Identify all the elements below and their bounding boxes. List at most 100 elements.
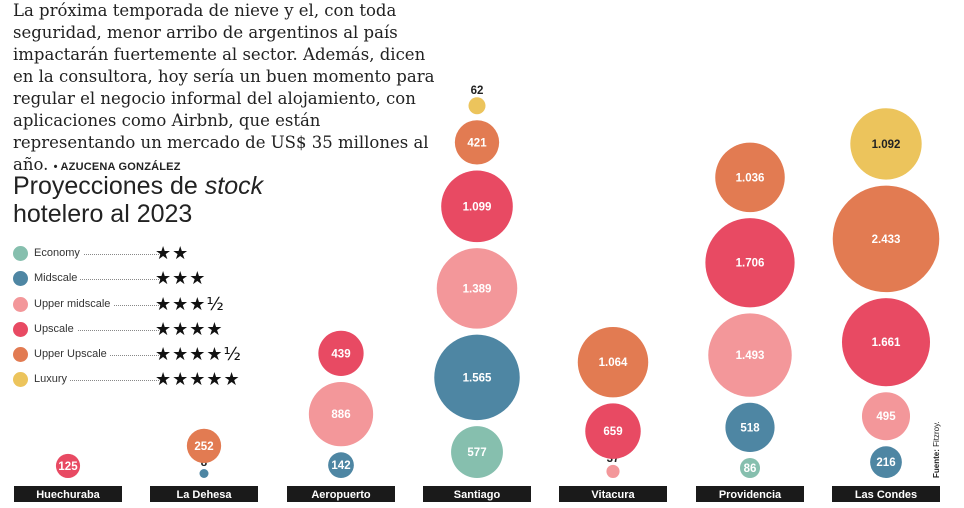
legend-label: Economy <box>34 247 83 259</box>
legend-stars: ★★★★½ <box>155 344 242 366</box>
bubble <box>328 452 354 478</box>
legend-stars: ★★ <box>155 243 190 264</box>
bubble-value-label: 62 <box>471 85 484 97</box>
bubble <box>870 446 902 479</box>
bubble <box>55 453 81 478</box>
bubble-value-label: 577 <box>467 447 486 459</box>
bubble-value-label: 1.064 <box>599 357 628 369</box>
bubble <box>715 142 785 213</box>
legend-leader-line <box>34 329 163 331</box>
legend-label: Luxury <box>34 373 71 386</box>
bubble-value-label: 142 <box>331 460 350 472</box>
legend-leader-line <box>34 279 163 281</box>
bubble-value-label: 439 <box>331 348 350 360</box>
bubble <box>434 334 520 421</box>
bubble <box>454 120 500 165</box>
bubble-value-label: 1.092 <box>872 139 901 151</box>
category-label-bar <box>14 486 122 502</box>
bubble-value-label: 216 <box>876 457 895 469</box>
article-body: La próxima temporada de nieve y el, con … <box>13 1 435 174</box>
category-label-bar <box>559 486 667 502</box>
bubble-value-label: 86 <box>744 463 757 475</box>
title-line2: hotelero al 2023 <box>13 200 193 228</box>
legend-label: Upper Upscale <box>34 348 110 361</box>
bubble <box>739 457 761 478</box>
category-label: Las Condes <box>855 489 917 501</box>
bubble <box>705 218 795 308</box>
bubble <box>585 403 641 459</box>
article-text: La próxima temporada de nieve y el, con … <box>13 0 443 178</box>
bubble <box>841 298 931 387</box>
bubble-value-label: 495 <box>876 411 896 423</box>
bubble-value-label: 1.099 <box>463 201 492 213</box>
legend-leader-line <box>34 254 163 255</box>
bubble <box>850 108 922 180</box>
legend-swatch <box>13 321 28 337</box>
bubble-value-label: 8 <box>201 457 208 469</box>
bubble-value-label: 125 <box>58 461 78 473</box>
article-author: • AZUCENA GONZÁLEZ <box>53 161 181 173</box>
legend-item: Upper Upscale ★★★★½ <box>13 344 263 370</box>
category-label: Huechuraba <box>36 489 100 501</box>
category-label-bar <box>423 486 531 502</box>
source-note: Fuente: Fitzroy. <box>932 421 941 478</box>
category-label-bar <box>832 486 940 502</box>
legend-swatch <box>13 372 28 388</box>
bubble-value-label: 2.433 <box>872 234 901 246</box>
legend-swatch <box>13 296 28 312</box>
bubble-value-label: 1.389 <box>463 283 492 295</box>
legend-item: Upper midscale ★★★½ <box>13 293 263 320</box>
bubble-value-label: 252 <box>194 441 213 453</box>
legend-stars: ★★★★ <box>155 318 224 340</box>
legend-label: Upper midscale <box>34 297 114 310</box>
bubble <box>577 326 649 398</box>
bubble <box>199 469 209 478</box>
bubble-value-label: 886 <box>331 409 350 421</box>
legend-item: Economy ★★ <box>13 243 263 269</box>
legend-item: Upscale ★★★★ <box>13 318 263 345</box>
bubble <box>186 428 222 463</box>
category-label: Santiago <box>454 489 501 501</box>
category-label: Aeropuerto <box>311 489 371 501</box>
legend-item: Luxury ★★★★★ <box>13 369 263 395</box>
title-line1: Proyecciones de <box>13 172 205 200</box>
category-label-bar <box>696 486 804 502</box>
category-label-bar <box>287 486 395 502</box>
bubble-value-label: 1.036 <box>736 172 765 184</box>
bubble-value-label: 659 <box>603 426 622 438</box>
legend-stars: ★★★½ <box>155 293 225 315</box>
legend-swatch <box>13 347 28 363</box>
legend-item: Midscale ★★★ <box>13 268 263 294</box>
bubble-value-label: 1.706 <box>736 258 765 270</box>
bubble <box>861 392 911 441</box>
bubble-value-label: 518 <box>740 422 760 434</box>
category-label-bar <box>150 486 258 502</box>
category-label: Providencia <box>719 489 782 501</box>
title-italic: stock <box>204 172 264 200</box>
bubble <box>318 330 364 376</box>
bubble <box>451 426 503 478</box>
legend-label: Midscale <box>34 272 81 285</box>
category-label: Vitacura <box>591 489 635 501</box>
bubble-value-label: 421 <box>467 137 487 149</box>
bubble <box>832 185 940 293</box>
source-value: Fitzroy. <box>932 421 941 447</box>
legend-stars: ★★★ <box>155 268 207 290</box>
chart-title: Proyecciones de stock hotelero al 2023 <box>13 172 263 228</box>
bubble <box>436 248 518 329</box>
legend: Economy ★★ Midscale ★★★ Upper midscale ★★★½ Up… <box>13 243 263 396</box>
category-label: La Dehesa <box>176 489 232 501</box>
legend-stars: ★★★★★ <box>155 369 241 391</box>
legend-swatch <box>13 271 28 287</box>
legend-leader-line <box>34 380 163 382</box>
bubble <box>441 170 513 243</box>
bubble-value-label: 1.661 <box>872 337 901 349</box>
legend-swatch <box>13 246 28 261</box>
bubble <box>708 313 792 397</box>
bubble <box>308 381 374 447</box>
bubble-value-label: 1.493 <box>736 350 765 362</box>
bubble <box>468 97 486 115</box>
legend-label: Upscale <box>34 322 77 335</box>
bubble <box>606 464 620 478</box>
